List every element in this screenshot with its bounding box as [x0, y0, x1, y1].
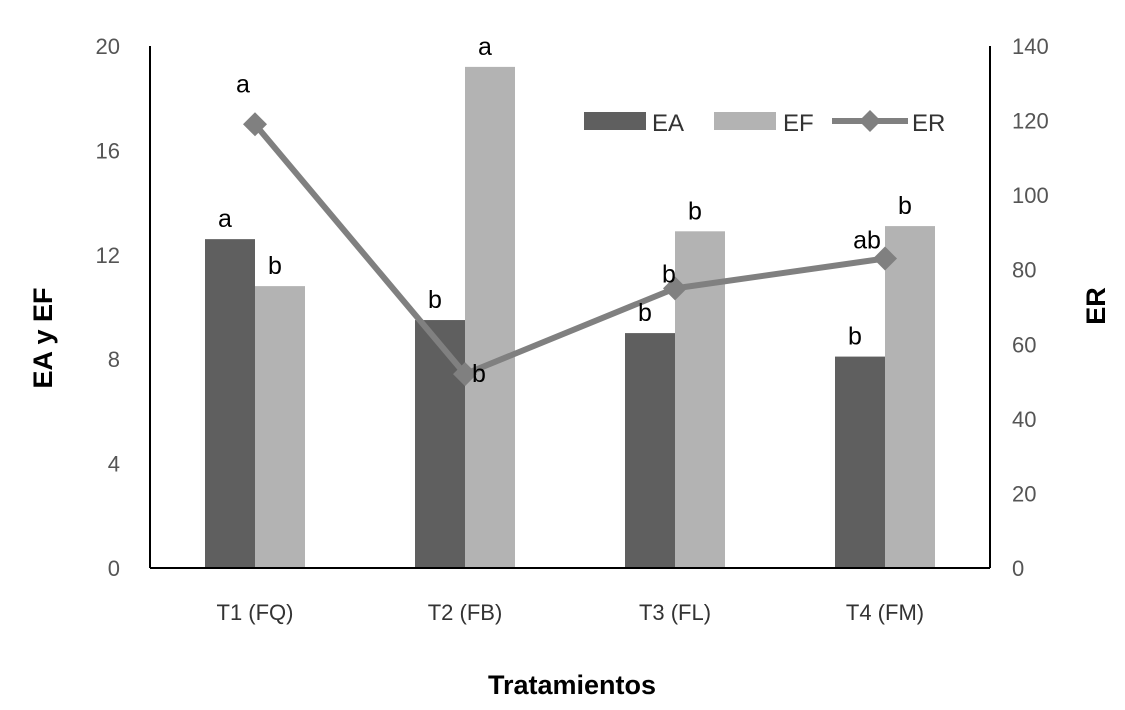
bar-label-ea-1: a: [218, 205, 232, 233]
y-tick-label-5: 16: [96, 138, 120, 163]
y-tick-label-1: 0: [108, 556, 120, 581]
y2-tick-label-4: 60: [1012, 332, 1036, 357]
bar-label-ea-2: b: [428, 286, 442, 314]
y2-tick-label-8: 140: [1012, 34, 1049, 59]
axes-layer: [149, 46, 991, 569]
bar-ef-2: [465, 66, 515, 568]
er-marker-4: [873, 246, 897, 271]
er-label-2: b: [472, 360, 486, 388]
bar-label-ea-3: b: [638, 299, 652, 327]
y2-tick-label-1: 0: [1012, 556, 1024, 581]
bar-label-ef-1: b: [268, 252, 282, 280]
er-line: [252, 122, 886, 378]
y-tick-label-2: 4: [108, 452, 120, 477]
bar-ea-3: [625, 333, 675, 568]
bar-label-ef-2: a: [478, 33, 492, 61]
x-tick-label-2: T2 (FB): [428, 600, 503, 625]
legend-swatch-ef: [714, 112, 776, 130]
bar-ef-4: [885, 226, 935, 568]
er-line-layer: [243, 112, 897, 387]
y-axis-title: EA y EF: [28, 287, 58, 388]
er-marker-2: [453, 362, 477, 387]
bar-ea-1: [205, 239, 255, 568]
legend-label-er: ER: [912, 110, 945, 137]
y2-axis-title: ER: [1081, 287, 1111, 325]
x-tick-label-1: T1 (FQ): [217, 600, 294, 625]
y-tick-label-4: 12: [96, 243, 120, 268]
y2-tick-label-6: 100: [1012, 183, 1049, 208]
y2-tick-label-2: 20: [1012, 481, 1036, 506]
bar-label-ef-4: b: [898, 192, 912, 220]
legend-label-ef: EF: [783, 110, 814, 137]
legend-swatch-ea: [584, 112, 646, 130]
ticks-layer: T1 (FQ) T2 (FB) T3 (FL) T4 (FM) 0 4 8 12 16 20 0 20…: [96, 34, 1049, 625]
bar-ea-4: [835, 356, 885, 568]
legend-label-ea: EA: [652, 110, 684, 137]
x-tick-label-3: T3 (FL): [639, 600, 711, 625]
x-tick-label-4: T4 (FM): [846, 600, 924, 625]
er-marker-1: [243, 112, 267, 137]
x-axis-title: Tratamientos: [488, 670, 656, 700]
legend-marker-er: [859, 110, 881, 132]
er-label-3: b: [662, 260, 676, 288]
y-tick-label-3: 8: [108, 347, 120, 372]
y-tick-label-6: 20: [96, 34, 120, 59]
legend: EA EF ER: [584, 110, 945, 137]
y2-tick-label-3: 40: [1012, 407, 1036, 432]
y2-tick-label-5: 80: [1012, 258, 1036, 283]
er-label-1: a: [236, 70, 250, 98]
bar-label-ef-3: b: [688, 197, 702, 225]
bar-label-ea-4: b: [848, 323, 862, 351]
bar-ea-2: [415, 320, 465, 568]
bar-ef-1: [255, 286, 305, 568]
er-label-4: ab: [853, 227, 881, 255]
y2-tick-label-7: 120: [1012, 109, 1049, 134]
bars-layer: [205, 66, 935, 568]
er-marker-3: [663, 276, 687, 301]
